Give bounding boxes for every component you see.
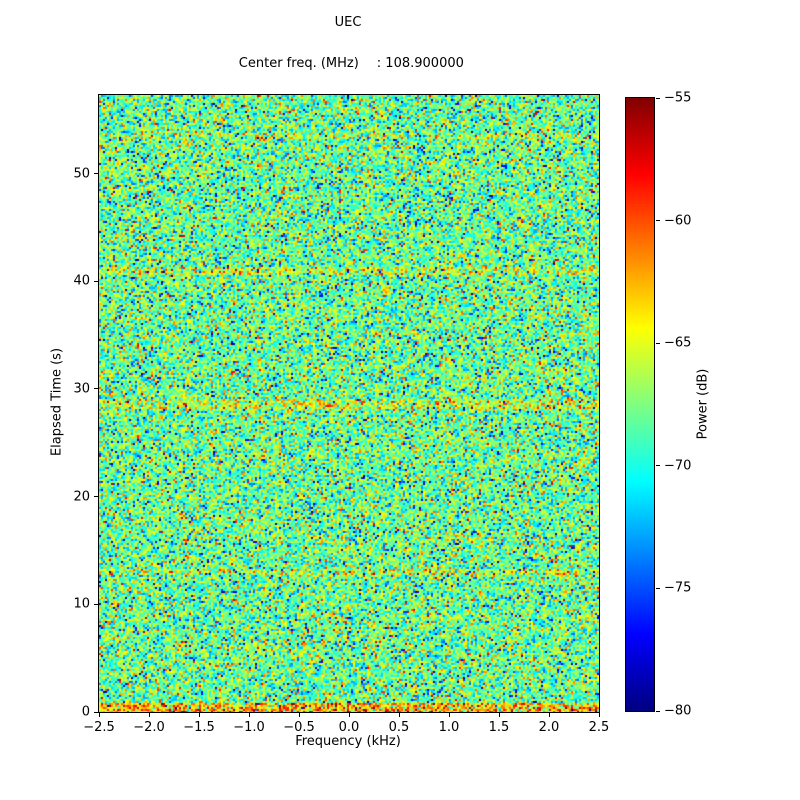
x-tick xyxy=(448,713,450,717)
colorbar-tick-label: −60 xyxy=(664,213,692,229)
x-tick-label: −2.5 xyxy=(83,720,115,735)
x-tick-label: −1.0 xyxy=(233,720,265,735)
y-tick-label: 10 xyxy=(73,596,90,612)
x-tick-label: 1.0 xyxy=(438,720,460,735)
x-tick xyxy=(248,713,250,717)
center-freq-value: : 108.900000 xyxy=(376,55,464,71)
colorbar-label: Power (dB) xyxy=(695,368,711,440)
y-tick xyxy=(94,711,98,713)
y-tick xyxy=(94,280,98,282)
x-tick-label: 2.5 xyxy=(588,720,610,735)
x-axis: −2.5 −2.0 −1.5 −1.0 −0.5 0.0 0.5 1.0 1.5 2.0 2.5 xyxy=(83,713,609,743)
spectrogram-plot xyxy=(98,94,600,713)
plot-title: UEC xyxy=(334,15,362,30)
y-tick-label: 20 xyxy=(73,489,90,505)
y-tick-label: 40 xyxy=(73,273,90,289)
x-tick xyxy=(398,713,400,717)
x-tick xyxy=(498,713,500,717)
colorbar-tick xyxy=(656,587,660,589)
y-axis: 0 10 20 30 40 50 xyxy=(58,95,98,720)
center-freq-label: Center freq. (MHz) xyxy=(238,55,359,71)
x-tick xyxy=(98,713,100,717)
y-tick xyxy=(94,603,98,605)
colorbar-tick-label: −55 xyxy=(664,90,692,106)
colorbar-tick xyxy=(656,342,660,344)
x-tick-label: −2.0 xyxy=(133,720,165,735)
x-tick-label: 0.0 xyxy=(338,720,360,735)
x-tick-label: 0.5 xyxy=(388,720,410,735)
colorbar-axis: −55 −60 −65 −70 −75 −80 xyxy=(656,91,702,719)
colorbar-tick-label: −80 xyxy=(664,703,692,719)
colorbar-tick xyxy=(656,465,660,467)
y-tick-label: 50 xyxy=(73,166,90,182)
x-tick xyxy=(148,713,150,717)
x-tick xyxy=(198,713,200,717)
x-axis-label: Frequency (kHz) xyxy=(295,734,401,749)
colorbar-tick-label: −70 xyxy=(664,458,692,474)
x-tick xyxy=(348,713,350,717)
y-axis-label: Elapsed Time (s) xyxy=(49,347,65,457)
x-tick xyxy=(548,713,550,717)
y-tick xyxy=(94,496,98,498)
x-tick xyxy=(298,713,300,717)
colorbar-tick xyxy=(656,710,660,712)
x-tick-label: 2.0 xyxy=(538,720,560,735)
x-tick-label: 1.5 xyxy=(488,720,510,735)
x-tick-label: −0.5 xyxy=(283,720,315,735)
colorbar-tick xyxy=(656,220,660,222)
spectrogram-canvas xyxy=(99,95,599,712)
y-tick xyxy=(94,173,98,175)
colorbar-tick xyxy=(656,97,660,99)
x-tick xyxy=(598,713,600,717)
colorbar-tick-label: −65 xyxy=(664,335,692,351)
y-tick-label: 30 xyxy=(73,381,90,397)
center-freq-row: Center freq. (MHz) : 108.900000 xyxy=(214,36,551,92)
y-tick-label: 0 xyxy=(81,704,90,720)
x-tick-label: −1.5 xyxy=(183,720,215,735)
y-tick xyxy=(94,388,98,390)
colorbar-gradient xyxy=(625,97,655,712)
colorbar-tick-label: −75 xyxy=(664,580,692,596)
